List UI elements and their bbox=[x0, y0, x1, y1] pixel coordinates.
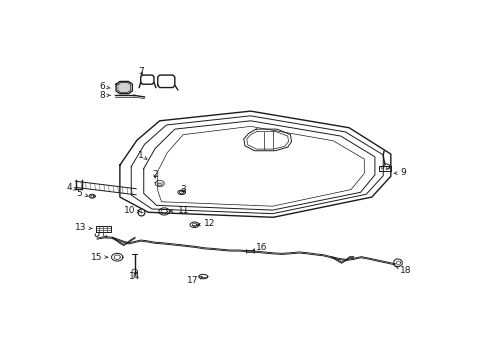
Text: 13: 13 bbox=[75, 223, 92, 232]
Text: 3: 3 bbox=[180, 185, 186, 194]
Polygon shape bbox=[393, 259, 401, 266]
Text: 1: 1 bbox=[138, 151, 146, 160]
Text: 18: 18 bbox=[395, 266, 411, 275]
Text: 14: 14 bbox=[129, 271, 141, 280]
Text: 11: 11 bbox=[170, 206, 189, 215]
Text: 15: 15 bbox=[90, 253, 107, 262]
Text: 12: 12 bbox=[197, 220, 215, 229]
Text: 8: 8 bbox=[99, 91, 110, 100]
Text: 16: 16 bbox=[252, 243, 267, 252]
Text: 17: 17 bbox=[186, 276, 202, 285]
Text: 2: 2 bbox=[152, 170, 158, 179]
Text: 7: 7 bbox=[138, 67, 143, 76]
Text: 6: 6 bbox=[99, 82, 110, 91]
Text: 5: 5 bbox=[76, 189, 88, 198]
Text: 4: 4 bbox=[67, 183, 76, 192]
Text: 9: 9 bbox=[393, 168, 405, 177]
Text: 10: 10 bbox=[123, 206, 140, 215]
